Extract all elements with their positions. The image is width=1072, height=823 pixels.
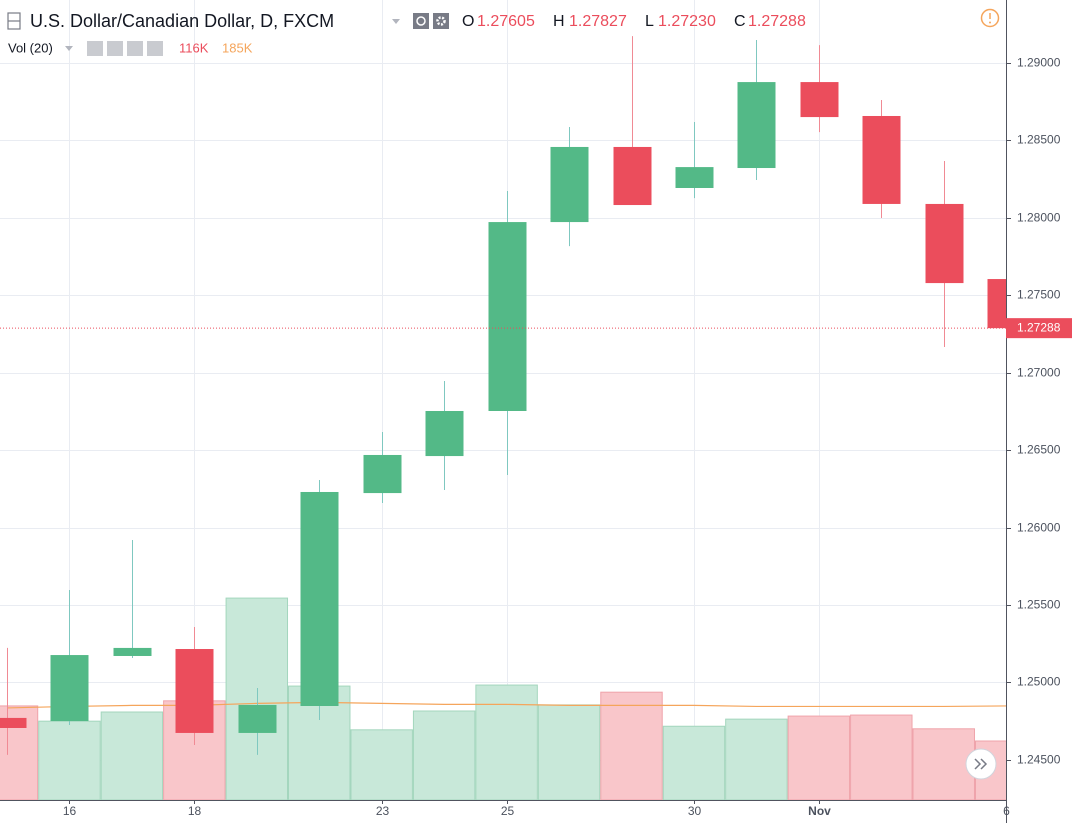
x-tick-label: 25 xyxy=(501,804,515,818)
x-tick-label: 30 xyxy=(688,804,702,818)
volume-bar xyxy=(350,729,413,800)
candle-body xyxy=(613,146,652,206)
volume-bar xyxy=(412,710,476,800)
y-tick-label: 1.26000 xyxy=(1017,521,1061,535)
candle-body xyxy=(363,454,402,494)
high-value: 1.27827 xyxy=(569,13,627,30)
low-key: L xyxy=(645,13,654,30)
candle-body xyxy=(925,203,964,284)
volume-ma-value: 185K xyxy=(222,40,253,55)
volume-bar xyxy=(662,725,726,800)
legend-header: U.S. Dollar/Canadian Dollar, D, FXCM O 1… xyxy=(7,8,1000,56)
scroll-button[interactable] xyxy=(965,748,997,780)
candle-body xyxy=(800,82,839,118)
volume-bar xyxy=(537,704,601,800)
last-price-tag xyxy=(1006,318,1072,339)
scroll-icon xyxy=(974,758,988,770)
eye-icon[interactable] xyxy=(87,41,103,56)
volume-bar xyxy=(475,684,538,800)
candle-body xyxy=(175,649,214,733)
candle-body xyxy=(425,410,464,457)
y-tick-label: 1.25000 xyxy=(1017,675,1061,689)
volume-bar xyxy=(600,691,663,800)
high-key: H xyxy=(553,13,565,30)
y-tick-label: 1.24500 xyxy=(1017,753,1061,767)
candle-body xyxy=(300,491,339,707)
open-value: 1.27605 xyxy=(477,13,535,30)
candles xyxy=(0,36,1006,755)
x-tick-label: 23 xyxy=(376,804,390,818)
y-tick-label: 1.28000 xyxy=(1017,211,1061,225)
x-tick-label: 18 xyxy=(188,804,202,818)
close-key: C xyxy=(734,13,746,30)
volume-bar xyxy=(100,711,164,800)
volume-ma-line xyxy=(6,701,1006,709)
close-value: 1.27288 xyxy=(748,13,806,30)
candle-body xyxy=(675,167,714,188)
add-icon[interactable] xyxy=(127,41,143,56)
volume-pane xyxy=(0,597,1006,800)
x-tick-label: 16 xyxy=(63,804,77,818)
warning-icon xyxy=(989,21,991,24)
candle-body xyxy=(488,222,527,411)
low-value: 1.27230 xyxy=(658,13,716,30)
x-tick-label: 6 xyxy=(1003,804,1010,818)
eye-icon[interactable] xyxy=(413,13,429,29)
candle-body xyxy=(987,279,1006,329)
volume-value: 116K xyxy=(179,40,209,55)
candle-body xyxy=(737,82,776,169)
volume-bar xyxy=(850,714,913,800)
volume-bar xyxy=(787,715,851,800)
volume-bar xyxy=(725,718,788,800)
candle-body xyxy=(50,655,89,722)
y-tick-label: 1.29000 xyxy=(1017,56,1061,70)
last-price-label: 1.27288 xyxy=(1017,320,1061,334)
volume-bar xyxy=(225,597,289,800)
candle-body xyxy=(0,717,27,728)
candle-body xyxy=(113,647,152,656)
candle-body xyxy=(238,704,277,733)
title: U.S. Dollar/Canadian Dollar, D, FXCM xyxy=(30,11,334,31)
open-key: O xyxy=(462,13,474,30)
eye-icon xyxy=(416,16,426,26)
y-tick-label: 1.28500 xyxy=(1017,133,1061,147)
warning-icon[interactable] xyxy=(980,8,1000,28)
y-tick-label: 1.26500 xyxy=(1017,443,1061,457)
y-tick-label: 1.27500 xyxy=(1017,288,1061,302)
y-tick-label: 1.27000 xyxy=(1017,366,1061,380)
x-tick-label: Nov xyxy=(808,804,831,818)
candle-body xyxy=(862,115,901,204)
remove-icon[interactable] xyxy=(147,41,163,56)
dropdown-icon[interactable] xyxy=(392,19,400,24)
volume-title: Vol (20) xyxy=(8,40,53,55)
dropdown-icon[interactable] xyxy=(65,46,73,51)
volume-bar xyxy=(912,728,975,800)
candle-body xyxy=(550,146,589,223)
settings-icon xyxy=(436,16,446,26)
volume-bar xyxy=(38,720,101,800)
settings-icon[interactable] xyxy=(107,41,123,56)
settings-icon[interactable] xyxy=(433,13,449,29)
y-tick-label: 1.25500 xyxy=(1017,598,1061,612)
